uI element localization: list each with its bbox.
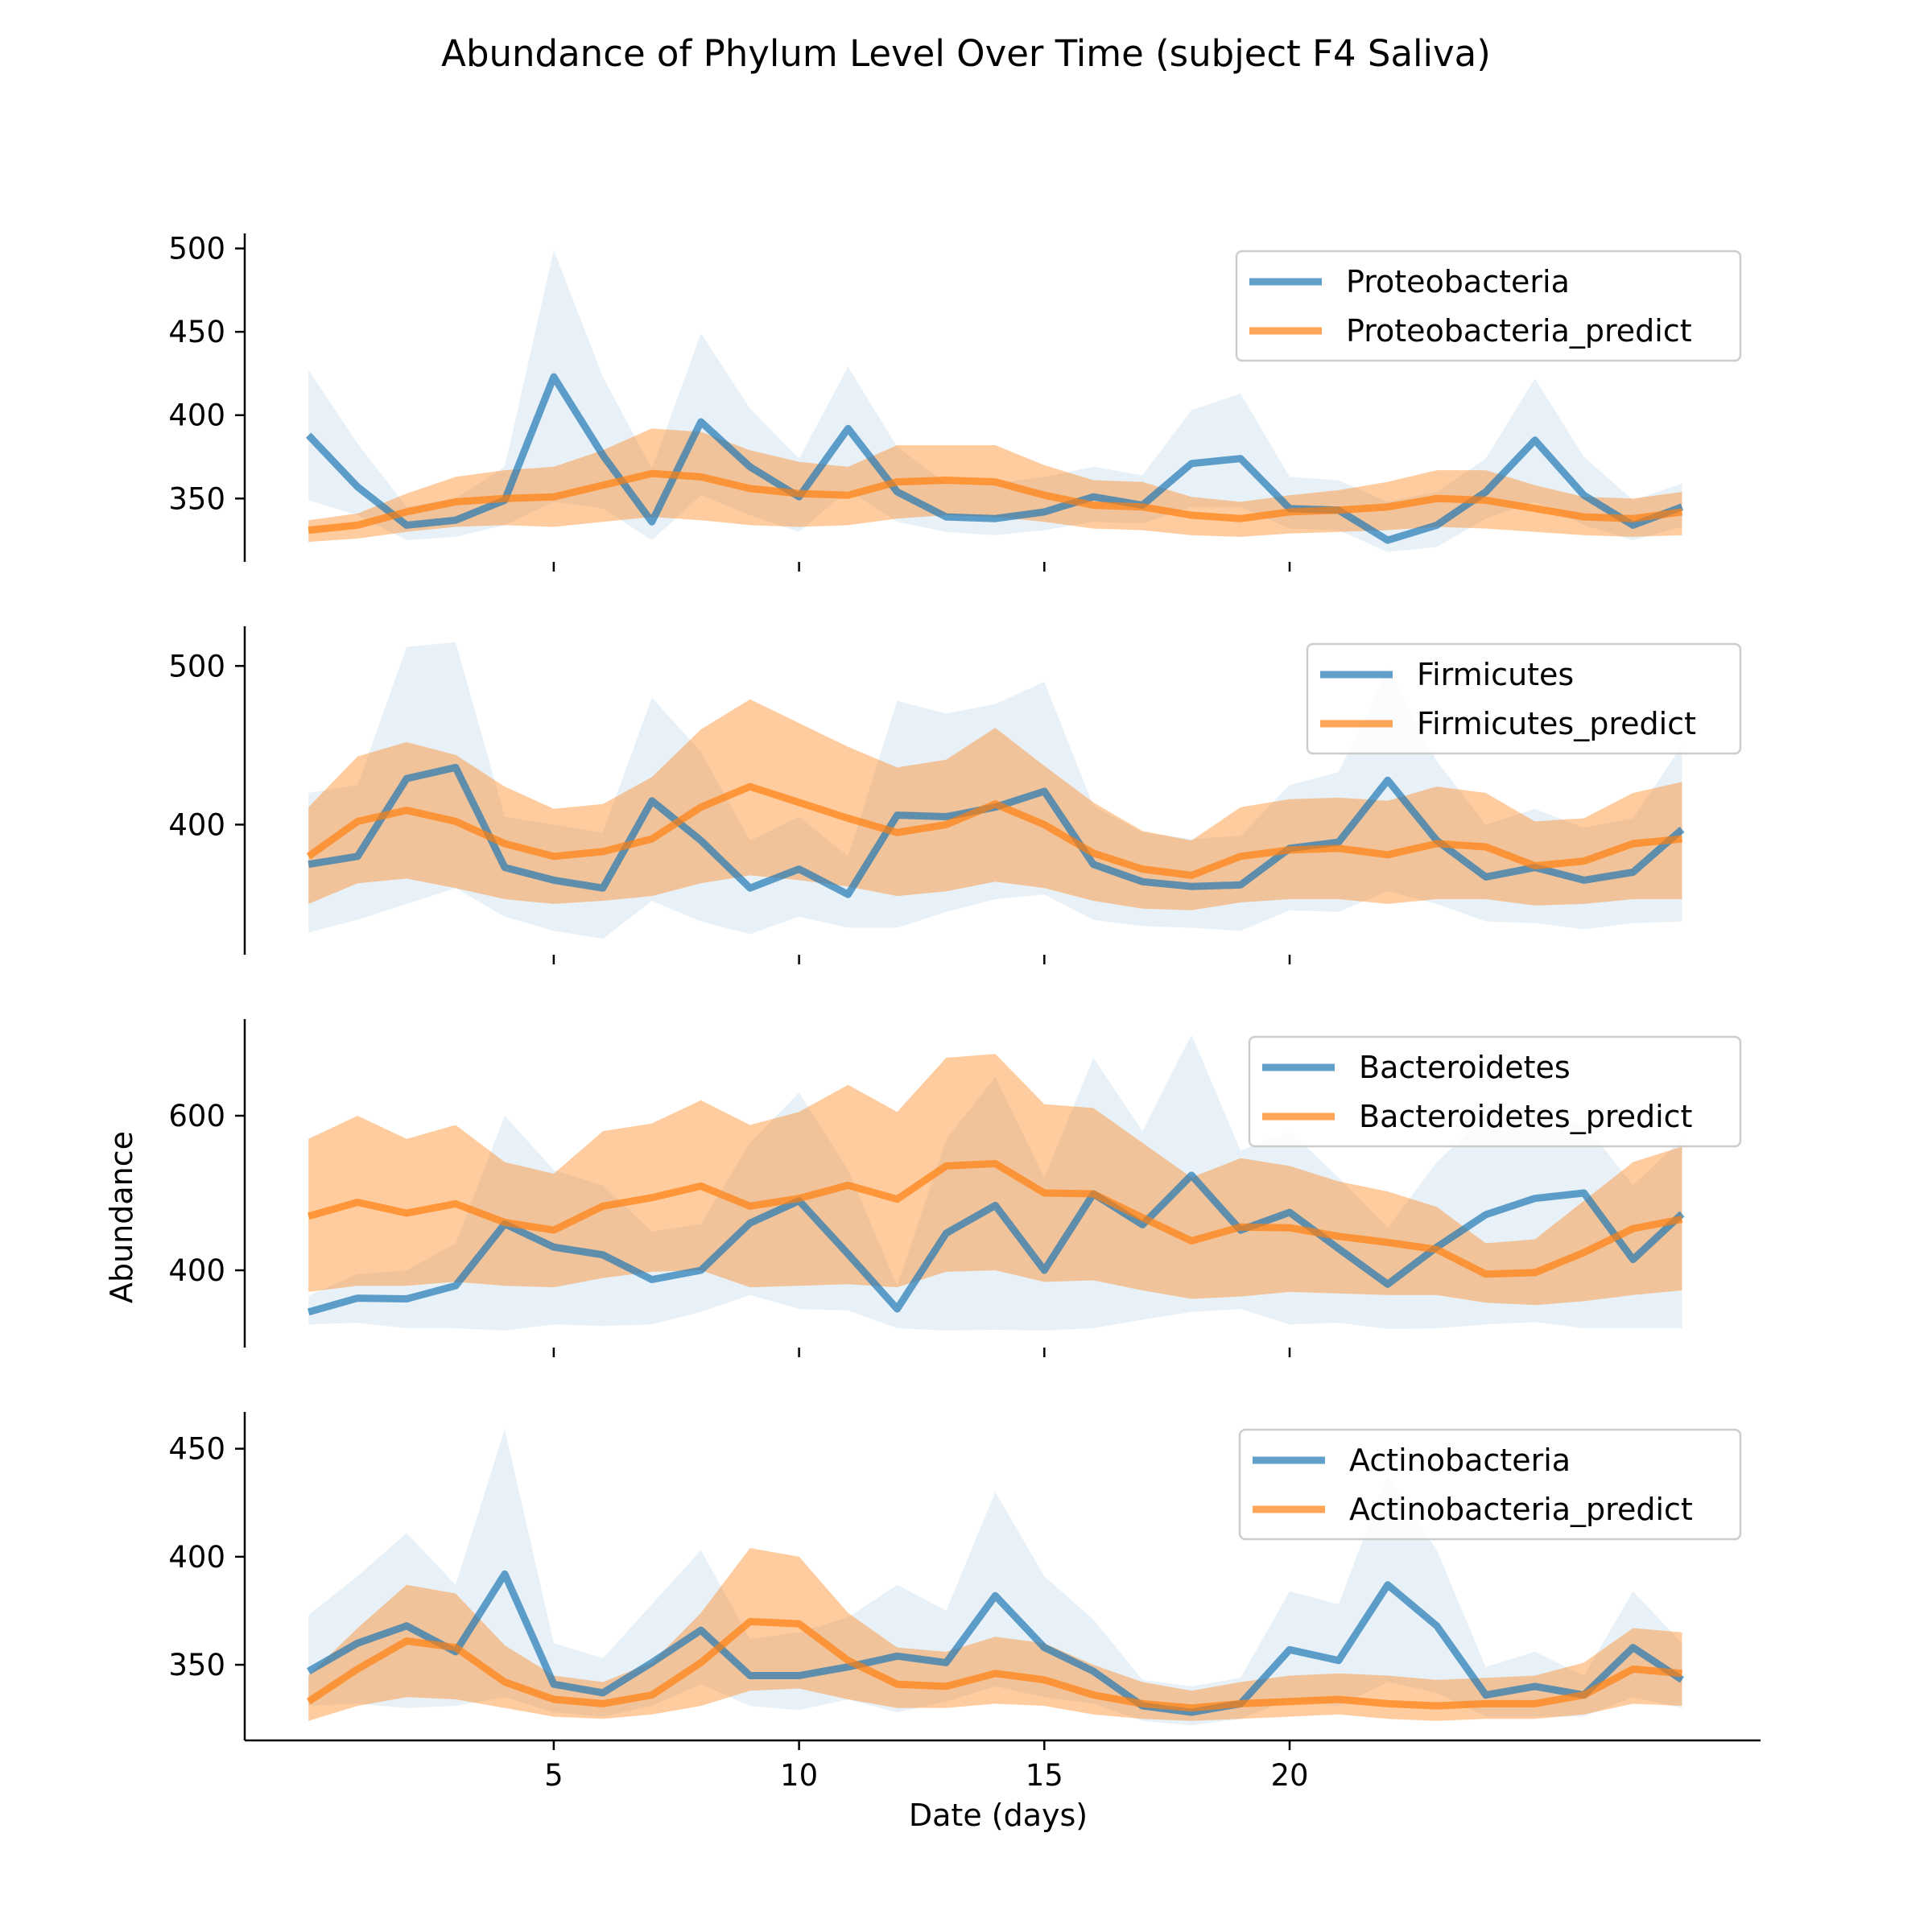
legend-frame [1235,250,1742,362]
confidence-band-actual [308,642,1682,939]
series-line-predict [306,1617,1682,1712]
figure-title: Abundance of Phylum Level Over Time (sub… [441,32,1491,75]
legend-label-actual: Actinobacteria [1349,1443,1571,1478]
y-tick-label: 350 [168,481,225,516]
y-tick-label: 500 [168,232,225,266]
legend: Proteobacteria Proteobacteria_predict [1235,250,1742,362]
panel-2: 400 500 Firmicutes Firmicutes_predict [168,626,1742,964]
confidence-band-predict [308,1054,1682,1306]
y-tick-label: 450 [168,1432,225,1467]
y-tick-label: 500 [168,649,225,683]
confidence-band-actual [308,1429,1682,1726]
legend-frame [1306,642,1742,755]
legend-label-predict: Actinobacteria_predict [1349,1492,1693,1527]
y-tick-label: 400 [168,1253,225,1288]
x-tick-label: 10 [780,1758,818,1793]
series-line-predict [306,782,1682,879]
legend-label-actual: Firmicutes [1417,657,1574,692]
legend-label-actual: Proteobacteria [1346,264,1570,299]
x-tick-label: 20 [1270,1758,1308,1793]
y-tick-label: 400 [168,398,225,433]
x-axis-label: Date (days) [909,1798,1088,1833]
legend-label-predict: Firmicutes_predict [1417,706,1696,741]
panel-1: 350400450500ProteobacteriaProteobacteria… [168,232,1742,572]
legend-label-predict: Proteobacteria_predict [1346,313,1692,349]
series-line-actual [306,1570,1684,1716]
y-axis-label: Abundance [104,1131,139,1303]
series-line-actual [305,373,1684,544]
confidence-band-predict [308,1548,1682,1721]
legend: Actinobacteria Actinobacteria_predict [1238,1428,1742,1541]
y-tick-label: 600 [168,1099,225,1133]
series-line-predict [307,1160,1683,1278]
y-tick-label: 400 [168,1540,225,1575]
legend-label-predict: Bacteroidetes_predict [1359,1099,1692,1134]
legend-frame [1248,1035,1742,1148]
y-tick-label: 450 [168,315,225,349]
series-line-actual [307,1171,1685,1316]
x-tick-label: 15 [1026,1758,1063,1793]
y-tick-label: 400 [168,807,225,842]
y-tick-label: 350 [168,1648,225,1682]
series-line-predict [308,469,1683,535]
legend-label-actual: Bacteroidetes [1359,1050,1571,1085]
legend-frame [1238,1428,1742,1541]
legend: Bacteroidetes Bacteroidetes_predict [1248,1035,1742,1148]
panel-3: 400 600 Bacteroidetes Bacteroidetes_predict [168,1019,1742,1357]
confidence-band-actual [308,1034,1682,1331]
x-tick-label: 5 [544,1758,564,1793]
panels-container: 350400450500ProteobacteriaProteobacteria… [168,232,1761,1793]
legend: Firmicutes Firmicutes_predict [1306,642,1742,755]
